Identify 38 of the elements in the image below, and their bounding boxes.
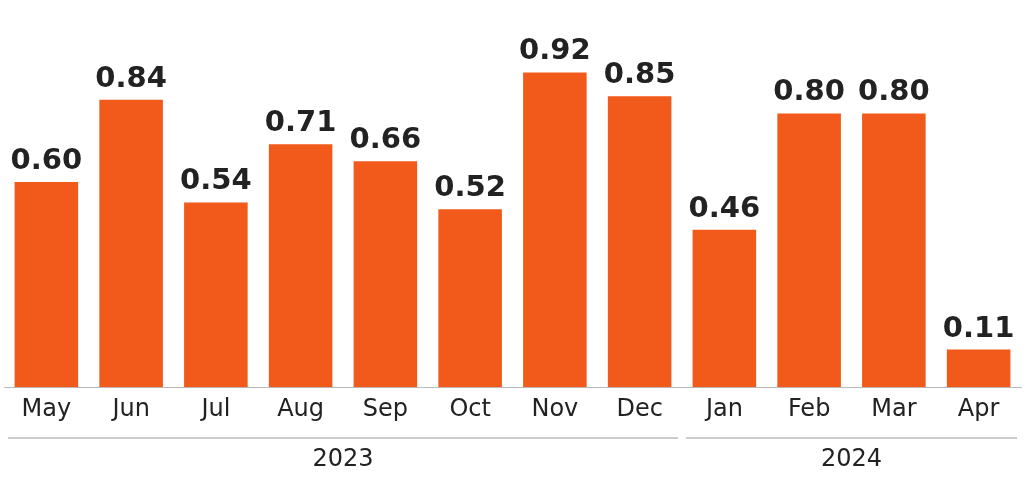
text: 2024	[819, 444, 884, 472]
bar	[14, 181, 79, 388]
data-label: 0.52	[434, 169, 506, 204]
x-tick-label: May	[21, 393, 72, 422]
bar	[268, 144, 333, 388]
data-label: 0.11	[942, 309, 1015, 344]
bar	[692, 229, 757, 388]
x-tick-label: Dec	[616, 393, 663, 422]
x-tick-label: Oct	[449, 393, 491, 422]
data-label: 0.92	[519, 32, 591, 67]
x-tick-label: Jun	[110, 393, 150, 422]
x-tick-label: Jan	[703, 393, 743, 422]
data-label: 0.71	[264, 104, 337, 139]
bar	[946, 349, 1011, 388]
bar	[607, 96, 672, 388]
bar	[523, 72, 587, 388]
x-tick-label: Jul	[199, 393, 231, 422]
data-label: 0.60	[10, 141, 83, 176]
x-tick-label: Feb	[787, 393, 831, 422]
x-tick-label: Nov	[531, 393, 579, 422]
bar	[184, 202, 248, 388]
bar	[353, 161, 418, 388]
x-tick-label: Mar	[871, 393, 917, 422]
data-label: 0.84	[95, 59, 167, 94]
text: 2023	[311, 444, 375, 472]
bar	[777, 113, 841, 388]
x-tick-label: Sep	[362, 393, 408, 422]
bar	[438, 209, 502, 388]
bar	[99, 99, 163, 388]
data-label: 0.46	[688, 189, 761, 224]
data-label: 0.85	[603, 56, 676, 91]
x-tick-label: Aug	[277, 393, 325, 422]
data-label: 0.80	[773, 73, 845, 108]
data-label: 0.80	[858, 73, 930, 108]
x-tick-label: Apr	[957, 393, 1000, 422]
data-label: 0.54	[180, 162, 252, 197]
bar	[862, 113, 926, 388]
data-label: 0.66	[349, 121, 422, 156]
